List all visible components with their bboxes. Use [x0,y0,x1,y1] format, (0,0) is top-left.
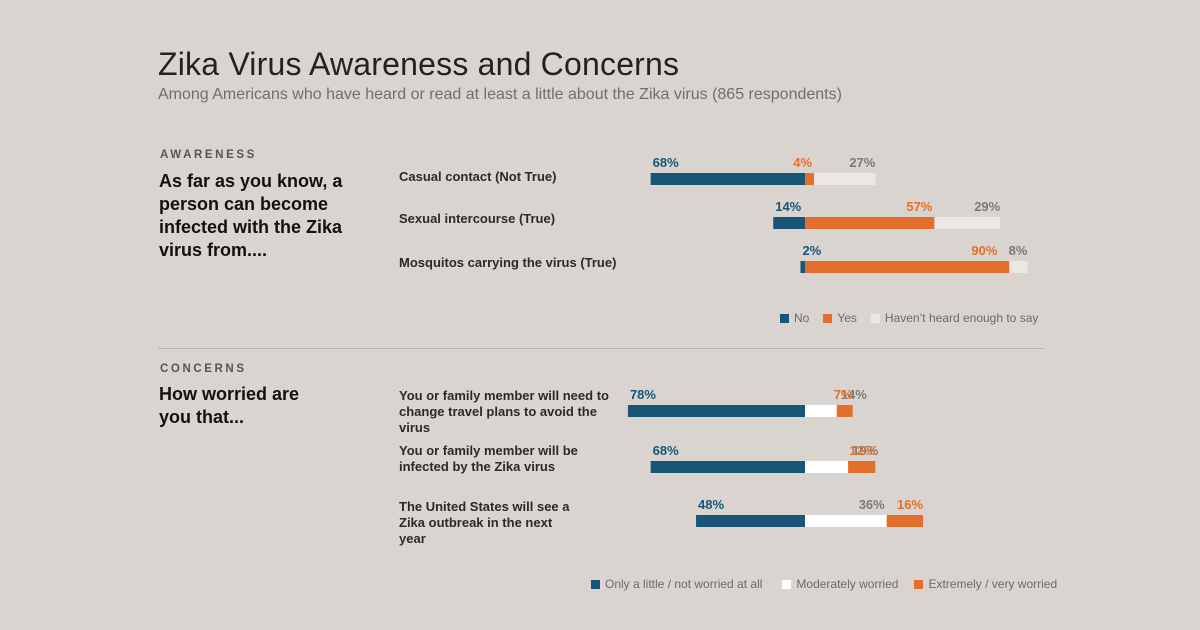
bar-segment [800,261,805,273]
concerns-legend: Only a little / not worried at all Moder… [591,577,1057,591]
legend-item-yes: Yes [823,311,857,325]
bar-segment [627,405,805,417]
data-label: 36% [859,497,885,512]
data-label: 19% [852,443,878,458]
legend-swatch [782,579,792,589]
concerns-row-label: You or family member will be infected by… [399,443,578,474]
data-label: 2% [802,243,821,258]
data-label: 57% [906,199,932,214]
legend-label: Haven’t heard enough to say [884,311,1039,325]
bar-segment [650,173,805,185]
section-divider [158,348,1044,349]
legend-swatch [870,313,880,323]
data-label: 27% [849,155,875,170]
legend-swatch [780,313,789,323]
bar-segment [650,461,805,473]
data-label: 90% [971,243,997,258]
awareness-row-label: Sexual intercourse (True) [399,211,556,226]
bar-segment [805,261,1010,273]
bar-segment [805,405,837,417]
awareness-row-label: Mosquitos carrying the virus (True) [399,255,617,270]
legend-swatch [591,579,600,589]
chart-title: Zika Virus Awareness and Concerns [158,46,680,82]
legend-label: No [794,311,810,325]
awareness-question: As far as you know, a person can become … [159,171,343,260]
bar-segment [814,173,876,185]
data-label: 12% [849,443,875,458]
concerns-row-label: The United States will see a Zika outbre… [399,499,570,546]
bar-segment [805,173,815,185]
bar-segment [886,515,924,527]
bar-segment [848,461,876,473]
awareness-section-label: AWARENESS [160,149,257,161]
data-label: 8% [1009,243,1028,258]
legend-label: Yes [837,311,857,325]
data-label: 14% [775,199,801,214]
legend-item-extremely: Extremely / very worried [914,577,1057,591]
bar-segment [773,217,805,229]
concerns-section-label: CONCERNS [160,363,247,375]
legend-item-only-a-little: Only a little / not worried at all [591,577,762,591]
legend-swatch [823,313,833,323]
awareness-legend: No Yes Haven’t heard enough to say [780,311,1038,325]
data-label: 4% [793,155,812,170]
chart-subtitle: Among Americans who have heard or read a… [158,86,842,103]
concerns-question: How worried are you that... [159,384,300,427]
awareness-row-label: Casual contact (Not True) [399,169,557,184]
bar-segment [805,461,849,473]
legend-item-moderately: Moderately worried [782,577,898,591]
legend-label: Moderately worried [796,577,899,591]
legend-item-no: No [780,311,809,325]
data-label: 7% [834,387,853,402]
data-label: 78% [630,387,656,402]
bar-segment [836,405,853,417]
data-label: 29% [974,199,1000,214]
concerns-row-label: You or family member will need to change… [399,388,609,435]
data-label: 68% [653,443,679,458]
data-label: 48% [698,497,724,512]
legend-swatch [914,579,924,589]
legend-item-havent-heard: Haven’t heard enough to say [870,311,1039,325]
legend-label: Only a little / not worried at all [605,577,763,591]
bar-segment [696,515,805,527]
data-label: 16% [897,497,923,512]
bar-segment [805,217,935,229]
bar-segment [1009,261,1028,273]
legend-label: Extremely / very worried [928,577,1058,591]
bar-segment [805,515,887,527]
data-label: 68% [653,155,679,170]
bar-segment [934,217,1001,229]
data-label: 14% [841,387,867,402]
